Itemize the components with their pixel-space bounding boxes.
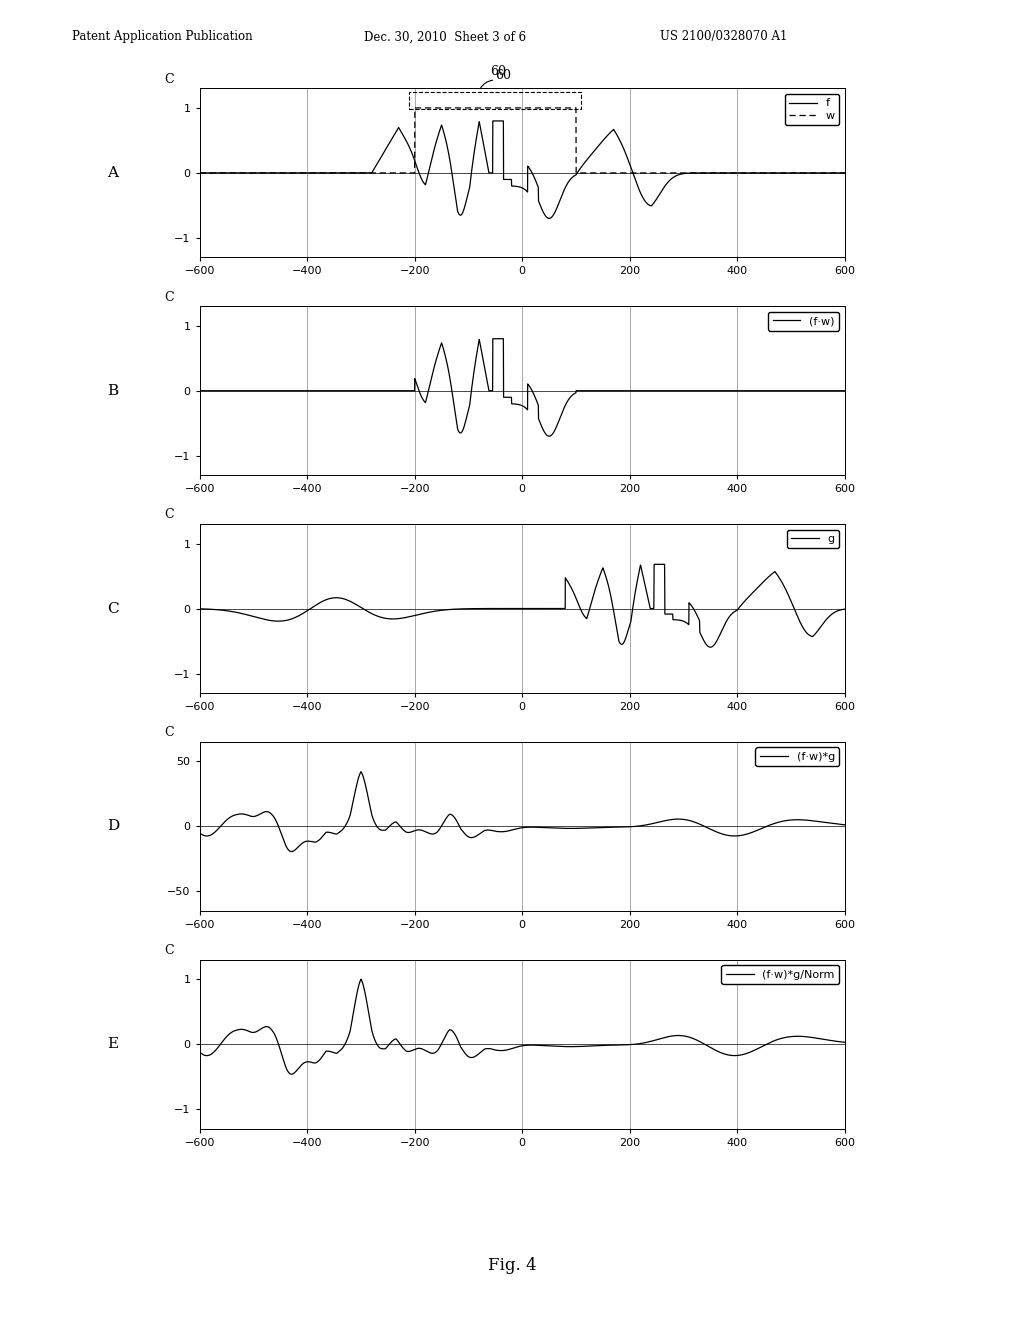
- Text: Dec. 30, 2010  Sheet 3 of 6: Dec. 30, 2010 Sheet 3 of 6: [364, 30, 525, 44]
- Text: C: C: [164, 944, 173, 957]
- Text: C: C: [164, 508, 173, 521]
- Text: 60: 60: [496, 69, 511, 82]
- Legend: (f·w)*g: (f·w)*g: [756, 747, 840, 767]
- Text: Patent Application Publication: Patent Application Publication: [72, 30, 252, 44]
- FancyArrowPatch shape: [480, 81, 493, 88]
- Text: C: C: [164, 726, 173, 739]
- Legend: (f·w)*g/Norm: (f·w)*g/Norm: [721, 965, 840, 985]
- Text: 60: 60: [490, 66, 506, 78]
- Legend: f, w: f, w: [784, 94, 840, 125]
- Bar: [410, 91, 582, 110]
- Legend: g: g: [786, 529, 840, 549]
- Text: US 2100/0328070 A1: US 2100/0328070 A1: [660, 30, 787, 44]
- Text: E: E: [108, 1038, 119, 1051]
- Text: C: C: [164, 73, 173, 86]
- Text: A: A: [108, 166, 119, 180]
- Text: C: C: [108, 602, 119, 615]
- Text: B: B: [108, 384, 119, 397]
- Legend: (f·w): (f·w): [768, 312, 840, 331]
- Text: D: D: [108, 820, 120, 833]
- Text: Fig. 4: Fig. 4: [487, 1257, 537, 1274]
- Text: C: C: [164, 290, 173, 304]
